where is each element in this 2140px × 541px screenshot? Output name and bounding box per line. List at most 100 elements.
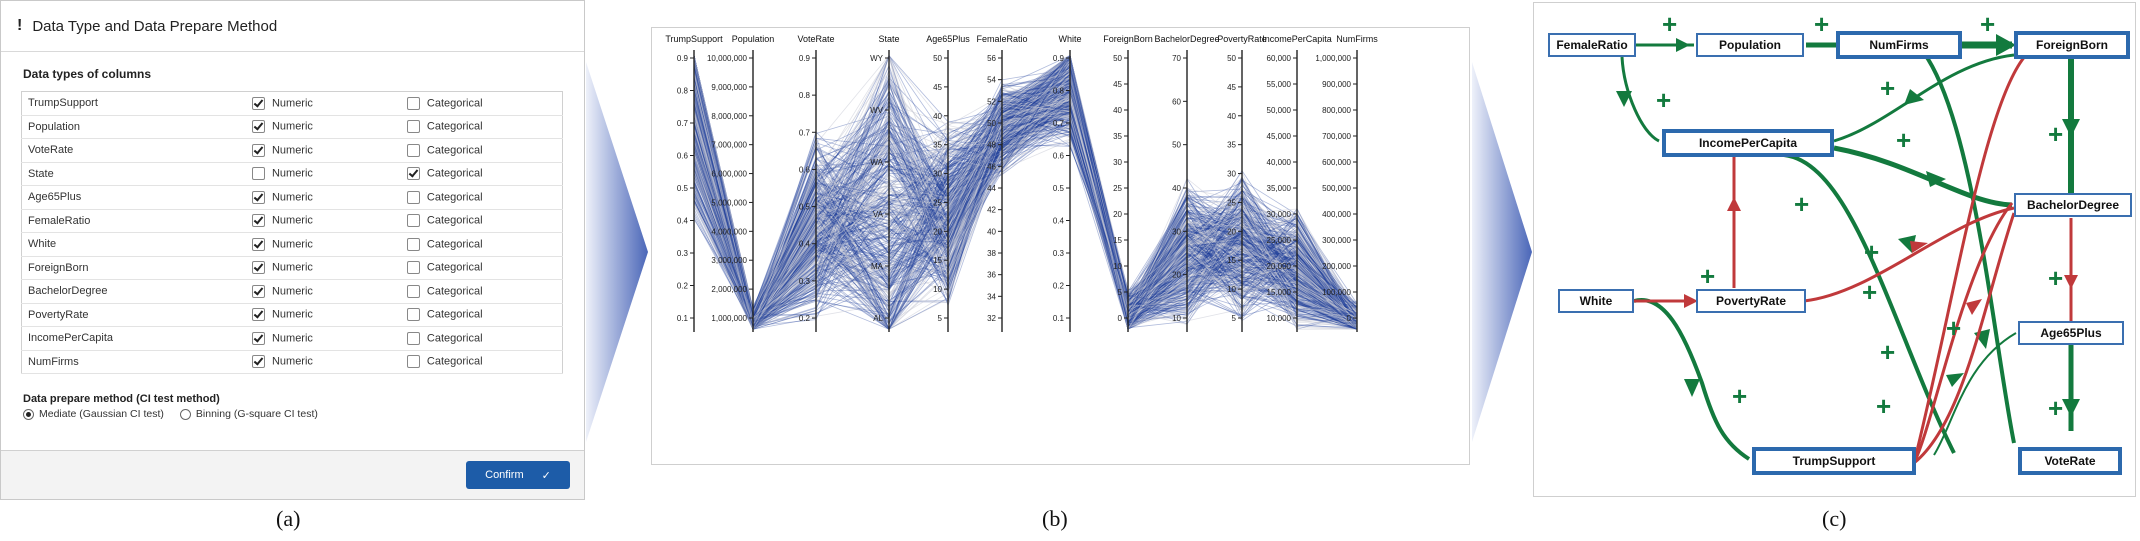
node-population[interactable]: Population: [1696, 33, 1804, 57]
axis-title[interactable]: Population: [732, 34, 775, 44]
categorical-option[interactable]: Categorical: [406, 91, 563, 116]
node-white[interactable]: White: [1558, 289, 1634, 313]
checkbox-icon[interactable]: [251, 190, 265, 204]
positive-sign: +: [1814, 9, 1830, 39]
data-polyline: [693, 68, 1358, 330]
axis-title[interactable]: State: [878, 34, 899, 44]
node-povertyrate[interactable]: PovertyRate: [1696, 289, 1806, 313]
numeric-option[interactable]: Numeric: [251, 279, 407, 304]
categorical-option[interactable]: Categorical: [406, 279, 563, 304]
tick-label: 0.4: [1053, 217, 1065, 226]
data-polyline: [693, 92, 1358, 331]
numeric-option[interactable]: Numeric: [251, 208, 407, 233]
data-polyline: [693, 71, 1358, 330]
numeric-option[interactable]: Numeric: [251, 302, 407, 327]
edge-numfirms-voterate: [1922, 51, 2016, 444]
categorical-option[interactable]: Categorical: [406, 302, 563, 327]
binning-option[interactable]: Binning (G-square CI test): [179, 408, 318, 420]
checkbox-icon[interactable]: [251, 331, 265, 345]
numeric-option[interactable]: Numeric: [251, 161, 407, 186]
categorical-option[interactable]: Categorical: [406, 185, 563, 210]
axis-title[interactable]: ForeignBorn: [1103, 34, 1153, 44]
numeric-option[interactable]: Numeric: [251, 255, 407, 280]
checkbox-icon[interactable]: [406, 143, 420, 157]
checkbox-icon[interactable]: [406, 190, 420, 204]
checkbox-icon[interactable]: [251, 284, 265, 298]
numeric-option[interactable]: Numeric: [251, 326, 407, 351]
axis-title[interactable]: VoteRate: [797, 34, 834, 44]
tick-label: 44: [987, 184, 996, 193]
numeric-option[interactable]: Numeric: [251, 185, 407, 210]
table-row: NumFirms Numeric Categorical: [20, 349, 563, 374]
tick-label: 6,000,000: [711, 170, 747, 179]
categorical-option[interactable]: Categorical: [406, 232, 563, 257]
axis-age65plus: Age65Plus 50 45 40 35 30 25 20 15 10 5: [926, 34, 970, 332]
column-name: NumFirms: [20, 349, 252, 374]
confirm-button[interactable]: Confirm ✓: [466, 461, 570, 489]
radio-icon[interactable]: [179, 408, 191, 420]
caption-b: (b): [1042, 506, 1068, 531]
categorical-option[interactable]: Categorical: [406, 138, 563, 163]
positive-sign: +: [1864, 237, 1880, 267]
axis-title[interactable]: IncomePerCapita: [1262, 34, 1332, 44]
axis-title[interactable]: FemaleRatio: [976, 34, 1027, 44]
axis-title[interactable]: PovertyRate: [1217, 34, 1267, 44]
checkbox-icon[interactable]: [406, 120, 420, 134]
tick-label: 8,000,000: [711, 112, 747, 121]
checkbox-icon[interactable]: [406, 237, 420, 251]
checkbox-icon[interactable]: [406, 308, 420, 322]
node-trumpsupport[interactable]: TrumpSupport: [1752, 447, 1916, 475]
node-age65plus[interactable]: Age65Plus: [2018, 321, 2124, 345]
tick-label: 100,000: [1322, 288, 1351, 297]
axis-title[interactable]: BachelorDegree: [1154, 34, 1219, 44]
numeric-option[interactable]: Numeric: [251, 91, 407, 116]
axis-title[interactable]: Age65Plus: [926, 34, 970, 44]
checkbox-icon[interactable]: [251, 167, 265, 181]
checkbox-icon[interactable]: [251, 237, 265, 251]
axis-title[interactable]: NumFirms: [1336, 34, 1378, 44]
numeric-option[interactable]: Numeric: [251, 349, 407, 374]
node-incomepercapita[interactable]: IncomePerCapita: [1662, 129, 1834, 157]
checkbox-icon[interactable]: [406, 284, 420, 298]
node-femaleratio[interactable]: FemaleRatio: [1548, 33, 1636, 57]
checkbox-icon[interactable]: [251, 261, 265, 275]
node-foreignborn[interactable]: ForeignBorn: [2014, 31, 2130, 59]
tick-label: 0.8: [1053, 87, 1065, 96]
tick-label: 0.3: [1053, 249, 1065, 258]
categorical-option[interactable]: Categorical: [406, 255, 563, 280]
checkbox-icon[interactable]: [406, 261, 420, 275]
tick-label: 500,000: [1322, 184, 1351, 193]
data-polyline: [693, 78, 1358, 318]
data-polyline: [693, 60, 1358, 329]
checkbox-icon[interactable]: [251, 214, 265, 228]
checkbox-icon[interactable]: [406, 214, 420, 228]
checkbox-icon[interactable]: [251, 308, 265, 322]
radio-icon[interactable]: [23, 408, 34, 420]
checkbox-icon[interactable]: [406, 355, 420, 369]
mediate-option[interactable]: Mediate (Gaussian CI test): [23, 408, 164, 420]
numeric-option[interactable]: Numeric: [251, 138, 407, 163]
checkbox-icon[interactable]: [406, 331, 420, 345]
categorical-option[interactable]: Categorical: [406, 349, 563, 374]
categorical-option[interactable]: Categorical: [406, 208, 563, 233]
node-voterate[interactable]: VoteRate: [2018, 447, 2122, 475]
categorical-option[interactable]: Categorical: [406, 114, 563, 139]
numeric-option[interactable]: Numeric: [251, 114, 407, 139]
data-polyline: [693, 101, 1358, 327]
positive-sign: +: [2048, 393, 2064, 423]
checkbox-icon[interactable]: [251, 143, 265, 157]
categorical-option[interactable]: Categorical: [406, 161, 563, 186]
checkbox-icon[interactable]: [406, 96, 420, 110]
checkbox-icon[interactable]: [406, 167, 420, 181]
node-bachelordegree[interactable]: BachelorDegree: [2014, 193, 2132, 217]
axis-title[interactable]: TrumpSupport: [665, 34, 723, 44]
checkbox-icon[interactable]: [251, 120, 265, 134]
axis-title[interactable]: White: [1058, 34, 1081, 44]
checkbox-icon[interactable]: [251, 355, 265, 369]
node-numfirms[interactable]: NumFirms: [1836, 31, 1962, 59]
tick-label: 45: [1227, 83, 1236, 92]
table-row: Age65Plus Numeric Categorical: [20, 185, 563, 210]
checkbox-icon[interactable]: [251, 96, 265, 110]
numeric-option[interactable]: Numeric: [251, 232, 407, 257]
categorical-option[interactable]: Categorical: [406, 326, 563, 351]
